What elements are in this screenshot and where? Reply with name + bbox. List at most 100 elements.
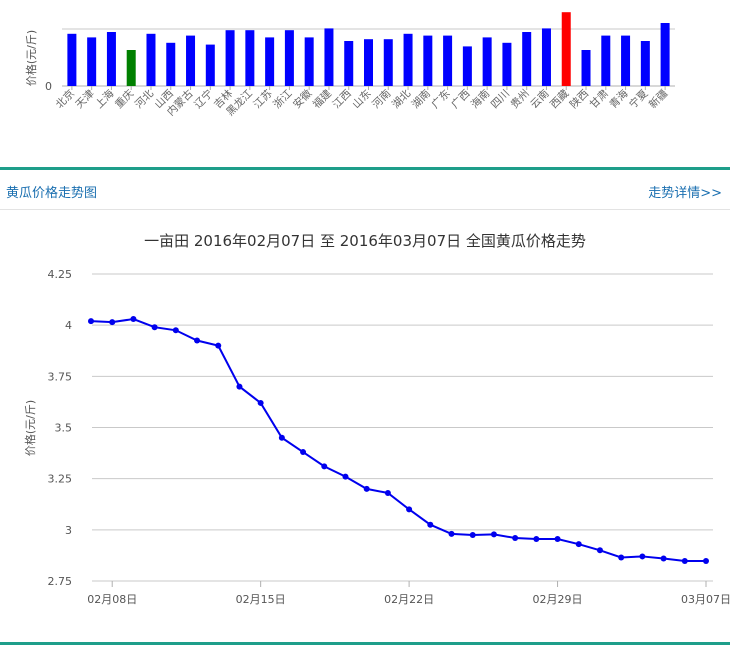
data-point — [406, 506, 413, 513]
bar — [364, 39, 373, 86]
bar — [423, 35, 433, 86]
data-point — [596, 547, 603, 554]
y-tick-label: 4.25 — [48, 268, 73, 281]
bar — [383, 39, 393, 86]
data-point — [512, 535, 519, 542]
bar — [660, 23, 670, 86]
data-point — [278, 434, 285, 441]
y-tick-label: 3.75 — [48, 370, 73, 383]
bar — [403, 33, 413, 86]
data-point — [342, 473, 349, 480]
chart-title: 一亩田 2016年02月07日 至 2016年03月07日 全国黄瓜价格走势 — [144, 232, 586, 250]
x-tick-label: 新疆 — [646, 87, 670, 111]
price-trend-line-chart: 一亩田 2016年02月07日 至 2016年03月07日 全国黄瓜价格走势 2.… — [23, 232, 730, 606]
x-tick-label: 宁夏 — [626, 87, 650, 111]
bar — [87, 37, 97, 86]
data-point — [681, 557, 688, 564]
x-tick-label: 甘肃 — [587, 87, 611, 111]
data-point — [533, 536, 540, 543]
x-tick-label: 安徽 — [290, 87, 314, 111]
y-axis-label: 价格(元/斤) — [23, 400, 37, 456]
bar — [106, 32, 116, 86]
bar — [146, 33, 156, 86]
y-tick-label: 0 — [45, 80, 52, 93]
data-point — [703, 557, 709, 564]
bar — [522, 32, 532, 86]
data-point — [88, 318, 94, 325]
data-point — [236, 383, 243, 390]
price-series-line — [90, 317, 706, 562]
x-tick-label: 贵州 — [508, 87, 532, 111]
data-point — [109, 319, 116, 326]
bar — [443, 35, 453, 86]
bar — [324, 28, 334, 86]
data-point — [469, 531, 476, 538]
data-point — [554, 536, 561, 543]
bar — [601, 35, 611, 86]
bar — [67, 33, 77, 86]
data-point — [300, 449, 307, 456]
x-tick-label: 海南 — [468, 87, 492, 111]
bar — [462, 46, 472, 86]
data-point — [490, 531, 497, 538]
data-point — [194, 337, 201, 344]
bar — [304, 37, 314, 86]
section-divider-bottom — [0, 642, 730, 645]
x-tick-label: 广东 — [429, 87, 453, 111]
bar — [541, 28, 551, 86]
section-divider-top — [0, 167, 730, 170]
x-tick-label: 广西 — [449, 88, 472, 111]
data-point — [639, 553, 646, 560]
x-tick-label: 西藏 — [548, 87, 572, 111]
province-price-bar-chart: 0价格(元/斤)北京天津上海重庆河北山西内蒙古辽宁吉林黑龙江江苏浙江安徽福建江西… — [24, 12, 675, 118]
x-tick-label: 湖南 — [409, 87, 433, 111]
x-tick-label: 02月29日 — [533, 593, 583, 606]
data-point — [151, 324, 158, 331]
x-tick-label: 青海 — [607, 87, 631, 111]
bar — [640, 41, 650, 86]
x-tick-label: 北京 — [53, 87, 77, 111]
data-point — [384, 489, 391, 496]
x-tick-label: 辽宁 — [191, 87, 215, 111]
bar — [561, 12, 571, 87]
bar — [581, 50, 591, 86]
data-point — [321, 463, 328, 470]
bar — [245, 30, 255, 86]
x-tick-label: 浙江 — [271, 87, 295, 111]
x-tick-label: 重庆 — [112, 87, 136, 111]
section-title: 黄瓜价格走势图 — [6, 186, 98, 201]
x-tick-label: 河北 — [133, 87, 157, 111]
bar — [344, 41, 354, 86]
x-tick-label: 02月22日 — [384, 593, 434, 606]
x-tick-label: 02月08日 — [87, 593, 137, 606]
x-tick-label: 江苏 — [251, 87, 275, 111]
y-axis-label: 价格(元/斤) — [24, 30, 38, 86]
trend-details-link[interactable]: 走势详情>> — [648, 186, 722, 201]
x-tick-label: 福建 — [310, 87, 334, 111]
bar — [502, 42, 512, 86]
data-point — [660, 555, 667, 562]
x-tick-label: 江西 — [331, 88, 354, 111]
data-point — [363, 485, 370, 492]
data-point — [215, 342, 222, 349]
data-point — [575, 541, 582, 548]
y-tick-label: 3 — [65, 524, 72, 537]
y-tick-label: 4 — [65, 319, 72, 332]
section-header: 黄瓜价格走势图 走势详情>> — [0, 172, 730, 210]
data-point — [427, 521, 434, 528]
bar — [284, 30, 294, 86]
bar — [126, 50, 136, 86]
x-tick-label: 云南 — [528, 87, 552, 111]
data-point — [172, 327, 179, 334]
bar — [621, 35, 631, 86]
x-tick-label: 天津 — [73, 87, 97, 111]
x-tick-label: 陕西 — [567, 87, 591, 111]
data-point — [448, 530, 455, 537]
x-tick-label: 山东 — [350, 87, 374, 111]
bar — [265, 37, 275, 86]
y-tick-label: 3.5 — [55, 422, 73, 435]
x-tick-label: 河南 — [369, 87, 393, 111]
bar — [482, 37, 492, 86]
y-tick-label: 2.75 — [48, 575, 73, 588]
bar — [205, 44, 215, 86]
